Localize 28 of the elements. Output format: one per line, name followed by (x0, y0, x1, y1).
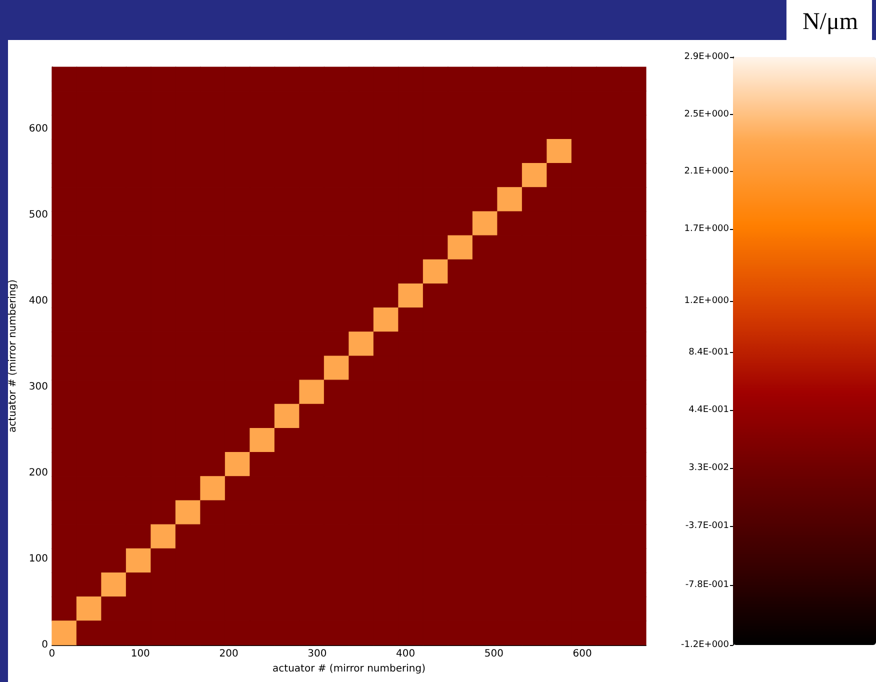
color-bar-label: 1.2E+000 (684, 296, 730, 306)
color-bar-label: 2.1E+000 (684, 166, 730, 177)
color-bar-label: -3.7E-001 (685, 520, 729, 531)
x-tick-label: 400 (396, 648, 416, 660)
x-tick-label: 100 (130, 648, 150, 660)
y-tick-label: 300 (28, 381, 48, 392)
x-tick-label: 500 (484, 648, 504, 660)
y-tick-label: 200 (28, 467, 48, 478)
color-bar-label: 2.5E+000 (684, 109, 730, 120)
color-bar-label: 2.9E+000 (684, 52, 730, 62)
y-tick-label: 500 (28, 209, 48, 220)
color-bar-label: 4.4E-001 (688, 404, 729, 415)
y-tick-label: 400 (28, 295, 48, 306)
y-tick-label: 0 (42, 640, 48, 650)
color-bar-label: -1.2E+000 (681, 640, 730, 650)
y-tick-label: 100 (28, 553, 48, 564)
x-tick-label: 600 (572, 648, 592, 660)
x-axis-title: actuator # (mirror numbering) (272, 663, 426, 674)
y-axis-title: actuator # (mirror numbering) (8, 279, 18, 432)
x-tick-label: 0 (48, 648, 56, 660)
x-tick-label: 200 (219, 648, 238, 660)
y-tick-label: 600 (28, 123, 48, 134)
color-bar-label: 1.7E+000 (684, 224, 730, 234)
color-bar-title: N/μm (802, 9, 858, 35)
color-bar-label: 8.4E-001 (688, 347, 729, 358)
color-bar-label: -7.8E-001 (685, 580, 729, 590)
color-bar-label: 3.3E-002 (688, 463, 729, 474)
x-tick-label: 300 (308, 648, 327, 660)
